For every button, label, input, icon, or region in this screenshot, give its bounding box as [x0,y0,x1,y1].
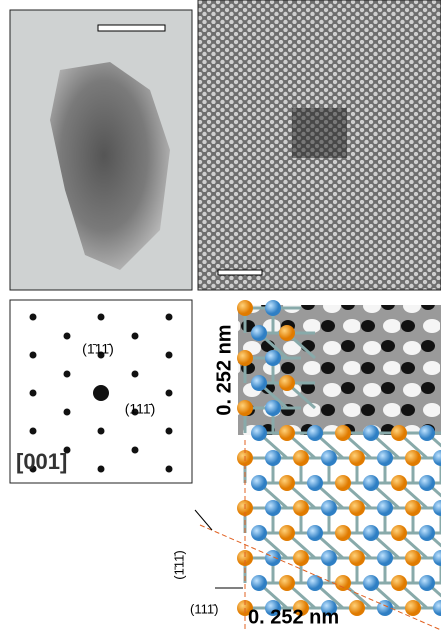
page: (1̄11̄) (111̄) [001] 0. 252 nm (1̄11̄) (… [0,0,441,637]
spot [64,371,71,378]
atom [391,525,407,541]
atom [419,475,435,491]
plane-label: (1̄11̄) [171,550,186,579]
atom [419,425,435,441]
spot [64,333,71,340]
scale-bar [98,25,165,31]
spot [166,428,173,435]
spot [98,466,105,473]
atom [321,550,337,566]
spot-label: (111̄) [125,401,156,417]
spot [30,428,37,435]
plane-label: (111̄) [190,601,218,616]
atom [335,425,351,441]
spot [30,314,37,321]
atom [363,575,379,591]
inset [292,108,347,158]
atom [293,450,309,466]
spacing-label: 0. 252 nm [213,324,235,415]
atom [363,475,379,491]
atom [265,350,281,366]
atom [279,325,295,341]
atom [279,575,295,591]
atom [265,500,281,516]
atom [251,325,267,341]
atom [265,450,281,466]
atom [405,500,421,516]
atom [377,450,393,466]
atom [405,600,421,616]
atom [265,550,281,566]
atom [251,375,267,391]
atom [251,425,267,441]
spot [166,390,173,397]
atom [279,375,295,391]
spot [93,385,109,401]
scale-bar [218,270,262,275]
simulated-image [238,305,441,435]
atom [237,350,253,366]
atom [419,575,435,591]
atom [377,500,393,516]
atom [391,425,407,441]
spot [132,333,139,340]
atom [405,450,421,466]
atom [307,525,323,541]
atom [321,500,337,516]
atom [363,425,379,441]
atom [349,450,365,466]
atom [377,550,393,566]
atom [279,475,295,491]
spot [166,314,173,321]
zone-axis: [001] [16,449,67,474]
atom [419,525,435,541]
spot [166,352,173,359]
atom [265,400,281,416]
atom [265,300,281,316]
atom [237,400,253,416]
atom [293,550,309,566]
atom [279,425,295,441]
atom [377,600,393,616]
atom [349,550,365,566]
atom [433,500,441,516]
lattice-model [200,300,441,630]
atom [335,525,351,541]
atom [335,475,351,491]
atom [335,575,351,591]
atom [405,550,421,566]
atom [349,500,365,516]
atom [237,300,253,316]
atom [391,575,407,591]
atom [307,425,323,441]
figure: (1̄11̄) (111̄) [001] 0. 252 nm (1̄11̄) (… [0,0,441,637]
spot [98,428,105,435]
atom [251,525,267,541]
spot-label: (1̄11̄) [82,341,114,357]
spot [98,314,105,321]
atom [251,475,267,491]
spot [132,447,139,454]
atom [307,475,323,491]
atom [349,600,365,616]
spot [30,352,37,359]
spot [64,409,71,416]
spacing-label: 0. 252 nm [248,606,339,628]
atom [321,450,337,466]
atom [251,575,267,591]
atom [433,550,441,566]
atom [391,475,407,491]
spot [30,390,37,397]
atom [293,500,309,516]
atom [433,600,441,616]
spot [166,466,173,473]
atom [363,525,379,541]
spot [132,371,139,378]
atom [279,525,295,541]
atom [433,450,441,466]
